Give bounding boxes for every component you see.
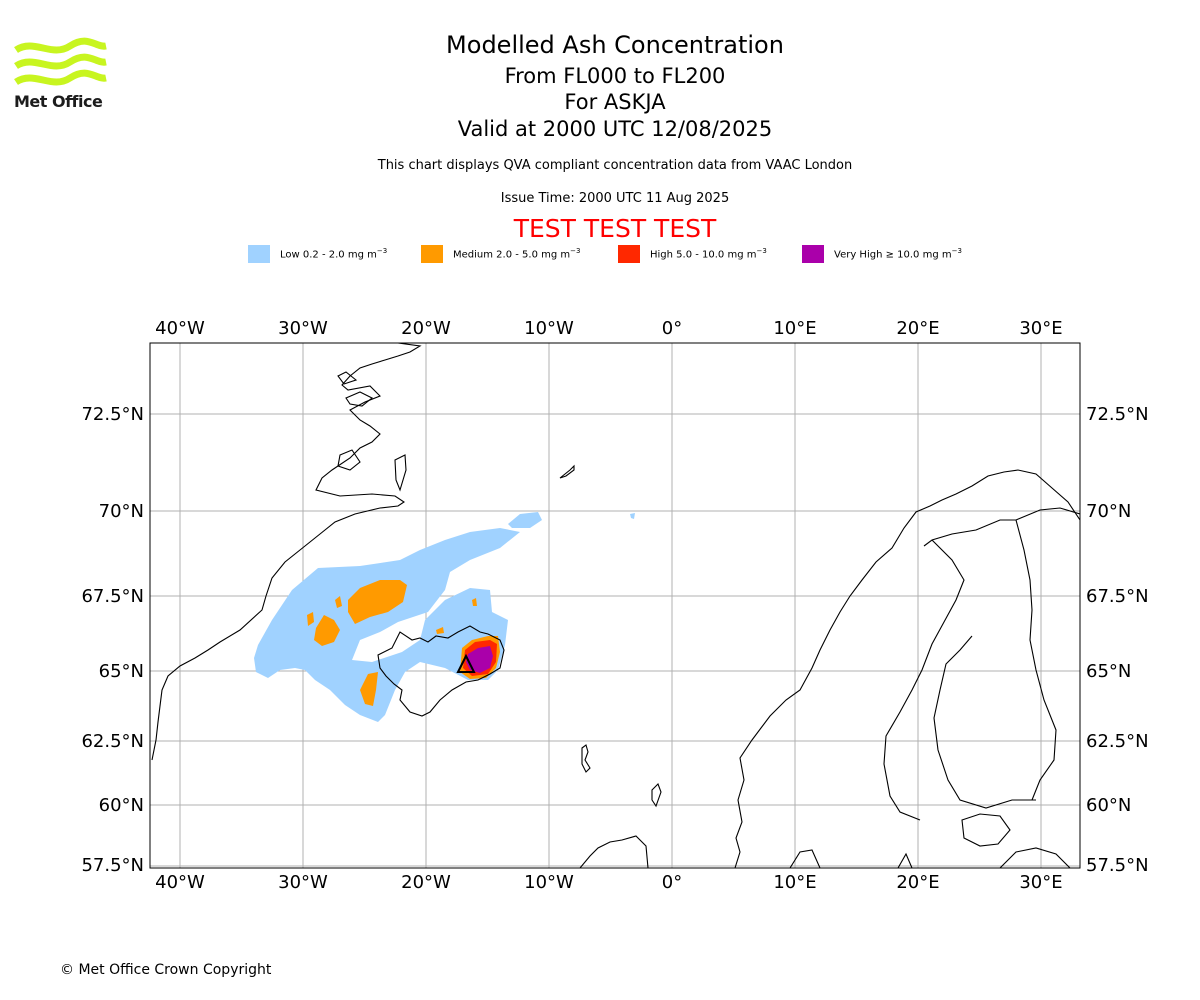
- legend-item-very-high: Very High ≥ 10.0 mg m−3: [802, 244, 962, 264]
- top-lon-label: 30°W: [278, 318, 328, 339]
- left-lat-label: 60°N: [99, 795, 144, 816]
- legend-item-low: Low 0.2 - 2.0 mg m−3: [248, 244, 387, 264]
- ash-very-high-region: [466, 646, 493, 673]
- left-lat-label: 57.5°N: [81, 855, 144, 876]
- top-lon-label: 40°W: [155, 318, 205, 339]
- top-longitude-labels: 40°W 30°W 20°W 10°W 0° 10°E 20°E 30°E: [155, 318, 1062, 339]
- chart-title: Modelled Ash Concentration: [446, 31, 784, 59]
- right-lat-label: 65°N: [1086, 661, 1131, 682]
- bottom-longitude-labels: 40°W 30°W 20°W 10°W 0° 10°E 20°E 30°E: [155, 872, 1062, 893]
- legend-swatch-low: [248, 245, 270, 263]
- bottom-lon-label: 30°W: [278, 872, 328, 893]
- valid-time: Valid at 2000 UTC 12/08/2025: [457, 117, 773, 141]
- flight-level-range: From FL000 to FL200: [504, 64, 726, 88]
- chart-description: This chart displays QVA compliant concen…: [377, 158, 853, 173]
- legend-label-very-high: Very High ≥ 10.0 mg m−3: [834, 247, 962, 261]
- map-frame: [149, 342, 1081, 869]
- right-lat-label: 60°N: [1086, 795, 1131, 816]
- top-lon-label: 10°E: [773, 318, 816, 339]
- test-banner: TEST TEST TEST: [513, 214, 717, 243]
- legend-label-high: High 5.0 - 10.0 mg m−3: [650, 247, 767, 261]
- copyright-notice: © Met Office Crown Copyright: [60, 962, 272, 978]
- issue-time: Issue Time: 2000 UTC 11 Aug 2025: [500, 191, 730, 206]
- top-lon-label: 0°: [662, 318, 682, 339]
- left-lat-label: 72.5°N: [81, 404, 144, 425]
- bottom-lon-label: 40°W: [155, 872, 205, 893]
- legend-item-medium: Medium 2.0 - 5.0 mg m−3: [421, 244, 580, 264]
- right-lat-label: 67.5°N: [1086, 586, 1149, 607]
- left-lat-label: 67.5°N: [81, 586, 144, 607]
- bottom-lon-label: 10°E: [773, 872, 816, 893]
- bottom-lon-label: 20°E: [896, 872, 939, 893]
- left-lat-label: 70°N: [99, 501, 144, 522]
- volcano-name: For ASKJA: [564, 90, 666, 114]
- legend-swatch-high: [618, 245, 640, 263]
- top-lon-label: 30°E: [1019, 318, 1062, 339]
- met-office-logo-icon: [14, 37, 107, 86]
- bottom-lon-label: 20°W: [401, 872, 451, 893]
- right-latitude-labels: 72.5°N 70°N 67.5°N 65°N 62.5°N 60°N 57.5…: [1086, 404, 1149, 876]
- bottom-lon-label: 0°: [662, 872, 682, 893]
- legend-item-high: High 5.0 - 10.0 mg m−3: [618, 244, 767, 264]
- logo-text: Met Office: [14, 92, 103, 111]
- ash-low-region: [254, 512, 635, 722]
- top-lon-label: 20°W: [401, 318, 451, 339]
- legend-swatch-very-high: [802, 245, 824, 263]
- legend-label-low: Low 0.2 - 2.0 mg m−3: [280, 247, 388, 261]
- right-lat-label: 70°N: [1086, 501, 1131, 522]
- concentration-legend: Low 0.2 - 2.0 mg m−3 Medium 2.0 - 5.0 mg…: [0, 244, 1200, 264]
- legend-swatch-medium: [421, 245, 443, 263]
- coastlines: [151, 343, 1080, 868]
- right-lat-label: 62.5°N: [1086, 731, 1149, 752]
- bottom-lon-label: 10°W: [524, 872, 574, 893]
- top-lon-label: 10°W: [524, 318, 574, 339]
- ash-map: 40°W 30°W 20°W 10°W 0° 10°E 20°E 30°E 40…: [81, 318, 1149, 893]
- right-lat-label: 72.5°N: [1086, 404, 1149, 425]
- top-lon-label: 20°E: [896, 318, 939, 339]
- left-latitude-labels: 72.5°N 70°N 67.5°N 65°N 62.5°N 60°N 57.5…: [81, 404, 144, 876]
- right-lat-label: 57.5°N: [1086, 855, 1149, 876]
- left-lat-label: 62.5°N: [81, 731, 144, 752]
- left-lat-label: 65°N: [99, 661, 144, 682]
- bottom-lon-label: 30°E: [1019, 872, 1062, 893]
- volcano-marker-icon: [456, 653, 476, 673]
- legend-label-medium: Medium 2.0 - 5.0 mg m−3: [453, 247, 581, 261]
